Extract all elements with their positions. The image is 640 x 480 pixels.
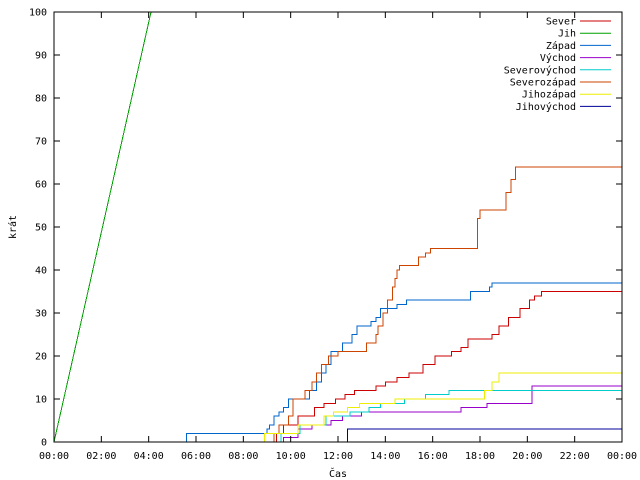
legend-label-jih: Jih (558, 29, 576, 40)
y-axis: 0 10 20 30 40 50 60 70 80 90 100 (29, 8, 622, 449)
x-tick-label: 08:00 (228, 451, 258, 462)
series-line-jihovychod (54, 428, 622, 442)
legend-label-sever: Sever (546, 17, 576, 28)
legend-label-vychod: Východ (540, 52, 576, 64)
x-tick-label: 22:00 (560, 451, 590, 462)
x-tick-label: 14:00 (370, 451, 400, 462)
y-tick-label: 10 (35, 395, 47, 406)
legend-label-jihozapad: Jihozápad (522, 89, 576, 101)
x-tick-label: 06:00 (181, 451, 211, 462)
x-axis: 00:00 02:00 04:00 06:00 08:00 10:00 12:00 14:00… (39, 12, 637, 462)
x-tick-label: 00:00 (607, 451, 637, 462)
y-tick-label: 40 (35, 266, 47, 277)
plot-frame (53, 11, 623, 443)
series-line-severovychod (54, 389, 622, 442)
y-axis-title: krát (7, 215, 19, 239)
y-tick-label: 20 (35, 352, 47, 363)
y-tick-label: 0 (41, 438, 47, 449)
y-tick-label: 50 (35, 223, 47, 234)
y-tick-label: 80 (35, 94, 47, 105)
legend-label-zapad: Západ (546, 40, 576, 52)
series-line-jih (54, 12, 152, 442)
y-tick-label: 70 (35, 137, 47, 148)
x-tick-label: 20:00 (512, 451, 542, 462)
y-tick-label: 90 (35, 51, 47, 62)
y-tick-label: 100 (29, 8, 47, 19)
x-tick-label: 10:00 (276, 451, 306, 462)
series-line-vychod (54, 385, 622, 442)
series-line-jihozapad (54, 372, 622, 442)
x-tick-label: 16:00 (418, 451, 448, 462)
legend: SeverJihZápadVýchodSeverovýchodSeverozáp… (504, 17, 611, 113)
legend-label-severovychod: Severovýchod (504, 64, 576, 76)
x-tick-label: 04:00 (134, 451, 164, 462)
legend-label-jihovychod: Jihovýchod (516, 101, 576, 113)
series-line-zapad (54, 282, 622, 442)
series-layer (54, 12, 622, 442)
series-line-severozapad (54, 166, 622, 442)
series-line-sever (54, 291, 622, 442)
x-tick-label: 02:00 (86, 451, 116, 462)
x-tick-label: 18:00 (465, 451, 495, 462)
x-tick-label: 12:00 (323, 451, 353, 462)
x-axis-title: Čas (329, 467, 347, 480)
legend-label-severozapad: Severozápad (510, 77, 576, 89)
x-tick-label: 00:00 (39, 451, 69, 462)
y-tick-label: 30 (35, 309, 47, 320)
y-tick-label: 60 (35, 180, 47, 191)
